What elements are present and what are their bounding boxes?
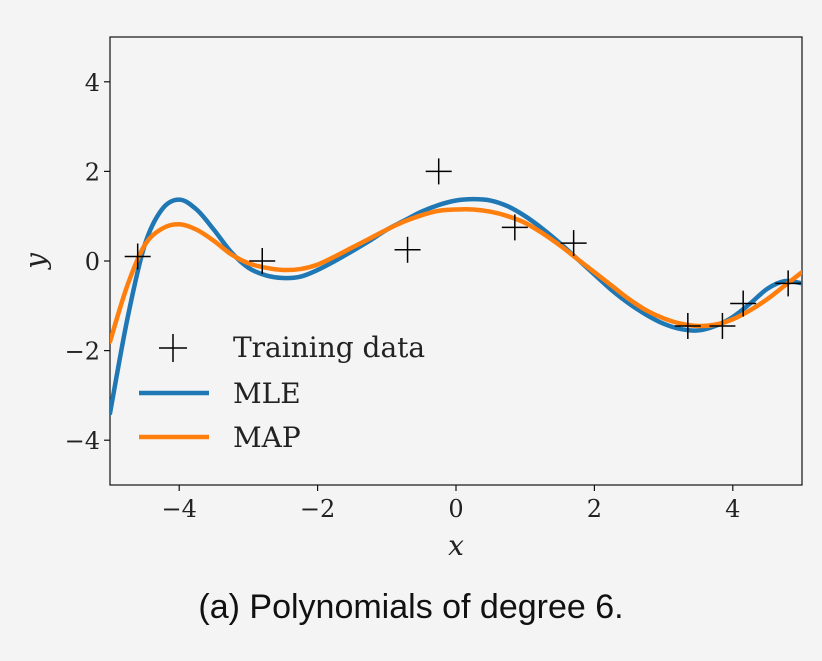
training-data-point — [730, 290, 757, 317]
y-tick-label: −2 — [65, 338, 100, 366]
y-tick-label: 4 — [85, 69, 100, 97]
x-tick-label: 4 — [725, 495, 740, 523]
legend: Training data MLE MAP — [139, 331, 425, 454]
legend-label-map: MAP — [233, 421, 301, 454]
series-lines — [110, 196, 802, 416]
series-line-mle — [110, 196, 802, 416]
training-data-point — [709, 312, 736, 339]
training-data-point — [249, 248, 276, 274]
y-tick-label: 2 — [85, 158, 100, 186]
axis-ticks: −4 −2 0 2 4 −4 −2 0 2 4 — [65, 69, 741, 523]
x-tick-label: −4 — [162, 495, 197, 523]
chart-figure: −4 −2 0 2 4 −4 −2 0 2 4 x y Training data MLE MAP — [19, 36, 803, 562]
y-axis-label: y — [19, 252, 52, 271]
training-data-point — [124, 243, 151, 270]
y-tick-label: −4 — [65, 427, 100, 455]
x-tick-label: 0 — [448, 495, 463, 523]
training-data-point — [775, 270, 802, 297]
training-data-point — [501, 214, 528, 241]
training-data-point — [394, 236, 421, 263]
y-tick-label: 0 — [85, 248, 100, 276]
x-tick-label: 2 — [587, 495, 602, 523]
legend-label-training: Training data — [233, 331, 425, 364]
x-axis-label: x — [448, 529, 464, 562]
figure-caption: (a) Polynomials of degree 6. — [198, 588, 624, 626]
legend-label-mle: MLE — [233, 377, 301, 410]
training-data-point — [425, 158, 452, 185]
legend-marker-training — [159, 334, 187, 362]
training-data-point — [560, 230, 587, 257]
training-data-point — [674, 312, 701, 339]
x-tick-label: −2 — [300, 495, 335, 523]
series-line-map — [110, 207, 802, 344]
training-markers — [124, 158, 802, 339]
plot-area — [109, 36, 803, 486]
